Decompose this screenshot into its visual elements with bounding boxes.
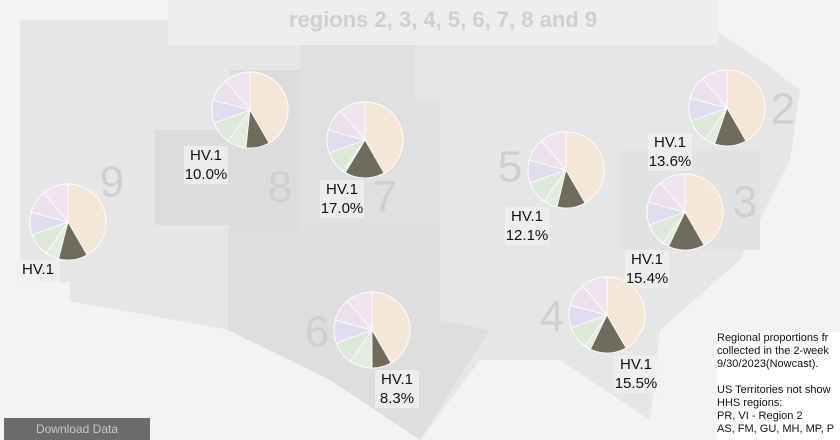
pie-value-label: 8.3% (380, 390, 414, 407)
hv1-slice (245, 108, 270, 149)
label-bg (320, 180, 364, 218)
note-line: collected in the 2-week (717, 345, 829, 357)
hv1-slice (589, 314, 627, 354)
note-line (717, 371, 840, 384)
pie-value-label: 17.0% (321, 200, 364, 217)
note-line: HHS regions: (717, 397, 783, 409)
pie-decor (684, 173, 724, 246)
pie-decor (541, 131, 567, 172)
pie-decor (67, 183, 107, 256)
region-number: 3 (733, 178, 757, 227)
pie-label: HV.1 (511, 208, 543, 225)
label-bg (375, 370, 419, 408)
region-number: 2 (771, 85, 795, 134)
label-bg (184, 146, 228, 184)
region-number: 8 (268, 163, 292, 212)
pie-decor (371, 291, 411, 364)
pie-decor (702, 69, 728, 110)
pie-label: HV.1 (381, 371, 413, 388)
note-line: 9/30/2023(Nowcast). (717, 358, 819, 370)
region-number: 6 (305, 308, 329, 357)
pie-decor (364, 101, 404, 174)
hv1-slice (371, 328, 392, 369)
region-number: 5 (498, 143, 522, 192)
label-bg (625, 250, 669, 288)
pie-value-label: 10.0% (185, 166, 228, 183)
download-button[interactable]: Download Data (4, 418, 150, 440)
hv1-slice (556, 168, 586, 209)
hv1-slice (714, 107, 747, 147)
pie-decor (340, 101, 366, 142)
pie-label: HV.1 (620, 356, 652, 373)
label-bg (614, 355, 658, 393)
region-number: 9 (100, 158, 124, 207)
hv1-slice (668, 211, 705, 251)
pie-label: HV.1 (190, 147, 222, 164)
pie-value-label: 12.1% (506, 227, 549, 244)
pie-label: HV.1 (326, 181, 358, 198)
label-bg (505, 207, 549, 245)
label-bg (648, 133, 692, 171)
pie-value-label: 15.4% (626, 270, 669, 287)
region-number: 7 (373, 173, 397, 222)
pie-value-label: 15.5% (615, 375, 658, 392)
pie-decor (347, 291, 373, 332)
pie-label: HV.1 (631, 251, 663, 268)
note-line: PR, VI - Region 2 (717, 410, 803, 422)
hv1-slice (344, 139, 385, 179)
pie-decor (582, 276, 608, 317)
hv1-slice (58, 220, 88, 261)
note: Regional proportions fr collected in the … (717, 332, 840, 440)
pie-label: HV.1 (22, 261, 54, 278)
pie-decor (660, 173, 686, 214)
pie-decor (43, 183, 69, 224)
pie-value-label: 13.6% (649, 153, 692, 170)
pie-decor (225, 71, 251, 112)
pie-decor (606, 276, 646, 349)
pie-label: HV.1 (654, 134, 686, 151)
pie-decor (249, 71, 289, 144)
note-line: Regional proportions fr (717, 332, 829, 344)
pie-decor (726, 69, 766, 142)
note-line: US Territories not show (717, 384, 831, 396)
note-line: AS, FM, GU, MH, MP, P (717, 423, 835, 435)
title-box (168, 0, 718, 45)
map-title: regions 2, 3, 4, 5, 6, 7, 8 and 9 (289, 7, 597, 32)
mask (0, 282, 70, 312)
pie-decor (565, 131, 605, 204)
region-number: 4 (540, 293, 564, 342)
